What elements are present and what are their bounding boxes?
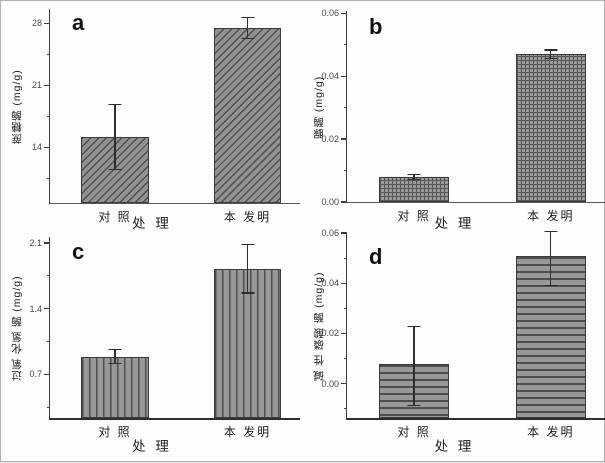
error-bar-line	[114, 349, 116, 365]
panel-c-y-axis-label: 过氧 化氢 酶 (mg/g)	[11, 275, 23, 382]
panel-c-plot-area: c 0.7 1.4 2.1 对 照 本 发明	[29, 237, 300, 439]
y-axis-major-tick	[44, 242, 50, 244]
y-tick-label: 1.4	[29, 303, 42, 314]
error-bar-cap-top	[108, 349, 122, 351]
error-bar-cap-top	[241, 243, 254, 246]
panel-b-urease-chart: 脲酶 (mg/g) b 0.00 0.02 0.04 0.06 对 照 本 发明 处 理	[303, 1, 605, 232]
y-tick-label: 0.06	[321, 228, 339, 238]
panel-c-catalase-chart: 过氧 化氢 酶 (mg/g) c 0.7 1.4 2.1 对 照 本 发明 处 理	[1, 232, 303, 463]
y-axis-major-tick	[341, 75, 347, 77]
y-axis-major-tick	[341, 383, 347, 385]
y-axis-minor-tick	[343, 408, 347, 410]
error-bar-cap-top	[407, 325, 421, 328]
y-axis-major-tick	[341, 232, 347, 234]
panel-c-x-axis-title: 处 理	[132, 439, 172, 454]
panel-a-letter: a	[72, 10, 85, 35]
error-bar-line	[550, 49, 552, 59]
y-tick-label: 14	[31, 142, 42, 153]
error-bar-cap-bottom	[241, 292, 254, 294]
bar-control	[379, 176, 449, 202]
x-tick-label: 对 照	[397, 425, 431, 439]
bar-invention	[515, 54, 586, 202]
panel-d-letter: d	[369, 244, 383, 269]
y-axis-major-tick	[341, 12, 347, 14]
panel-a-sucrase-chart: 蔗糖酶 (mg/g) a 14 21 28 对 照 本 发明 处 理	[1, 1, 303, 232]
y-tick-label: 2.1	[29, 237, 42, 248]
y-axis-major-tick	[341, 138, 347, 140]
x-tick-label: 本 发明	[223, 210, 272, 224]
y-axis-major-tick	[341, 282, 347, 284]
y-tick-label: 28	[31, 18, 42, 29]
panel-b-y-axis-label: 脲酶 (mg/g)	[313, 75, 325, 139]
x-tick-label: 本 发明	[527, 425, 575, 439]
panel-c-letter: c	[72, 239, 85, 264]
y-tick-label: 21	[31, 80, 42, 91]
x-tick-label: 对 照	[98, 210, 132, 224]
y-axis-minor-tick	[46, 406, 50, 408]
y-axis-minor-tick	[46, 340, 50, 343]
panel-b-letter: b	[369, 14, 383, 39]
error-bar-cap-top	[544, 230, 558, 232]
y-tick-label: 0.00	[321, 197, 339, 207]
y-axis-major-tick	[44, 146, 50, 148]
x-tick-label: 本 发明	[223, 425, 272, 439]
error-bar-line	[413, 173, 415, 180]
y-tick-label: 0.02	[321, 134, 339, 145]
x-tick-label: 对 照	[397, 209, 431, 223]
y-axis-major-tick	[341, 332, 347, 334]
panel-a-x-axis-title: 处 理	[132, 216, 172, 231]
error-bar-cap-bottom	[108, 169, 122, 171]
error-bar-cap-top	[108, 103, 122, 105]
error-bar-cap-bottom	[407, 405, 421, 407]
error-bar-cap-top	[241, 16, 254, 19]
y-axis-minor-tick	[343, 44, 347, 46]
y-axis-major-tick	[44, 22, 50, 24]
y-axis-minor-tick	[343, 307, 347, 309]
y-axis-major-tick	[341, 201, 347, 203]
y-axis-major-tick	[44, 373, 50, 375]
panel-b-x-axis-title: 处 理	[434, 216, 475, 231]
y-tick-label: 0.06	[321, 8, 339, 19]
panel-d-plot-area: d 0.00 0.02 0.04 0.06 对 照 本 发明	[321, 228, 605, 439]
error-bar-line	[246, 16, 249, 40]
panel-a-plot-area: a 14 21 28 对 照 本 发明	[32, 9, 300, 224]
y-axis-minor-tick	[46, 115, 50, 117]
y-tick-label: 0.7	[29, 369, 42, 380]
error-bar-line	[114, 103, 116, 171]
y-axis-minor-tick	[46, 275, 50, 277]
bar-invention	[213, 28, 282, 203]
y-axis-minor-tick	[46, 53, 50, 55]
error-bar-cap-bottom	[544, 284, 558, 286]
y-axis-minor-tick	[343, 169, 347, 172]
error-bar-cap-bottom	[544, 57, 558, 59]
y-axis-minor-tick	[343, 257, 347, 259]
error-bar-cap-bottom	[407, 178, 421, 180]
error-bar-cap-top	[544, 49, 558, 51]
error-bar-cap-top	[407, 173, 421, 175]
error-bar-line	[550, 230, 552, 286]
panel-d-y-axis-label: 碱 性 磷酸 酶 (mg/g)	[313, 271, 325, 382]
panel-b-plot-area: b 0.00 0.02 0.04 0.06 对 照 本 发明	[321, 8, 605, 223]
y-tick-label: 0.04	[321, 278, 339, 289]
panel-d-alkaline-phosphatase-chart: 碱 性 磷酸 酶 (mg/g) d 0.00 0.02 0.04 0.06 对 照 本 发…	[303, 228, 605, 463]
panel-d-x-axis-title: 处 理	[434, 439, 475, 454]
error-bar-line	[246, 243, 249, 294]
y-axis-major-tick	[44, 308, 50, 310]
y-axis-major-tick	[44, 84, 50, 86]
y-tick-label: 0.00	[321, 378, 339, 389]
y-axis-minor-tick	[343, 107, 347, 109]
x-tick-label: 本 发明	[527, 209, 575, 223]
x-tick-label: 对 照	[98, 425, 132, 439]
panel-a-y-axis-label: 蔗糖酶 (mg/g)	[11, 69, 23, 144]
y-axis-minor-tick	[46, 177, 50, 179]
error-bar-cap-bottom	[241, 37, 254, 40]
y-axis-minor-tick	[343, 357, 347, 360]
y-tick-label: 0.02	[321, 328, 339, 339]
y-tick-label: 0.04	[321, 71, 339, 82]
bar-invention	[213, 269, 282, 418]
error-bar-line	[413, 325, 415, 407]
error-bar-cap-bottom	[108, 362, 122, 365]
bar-control	[81, 356, 149, 418]
